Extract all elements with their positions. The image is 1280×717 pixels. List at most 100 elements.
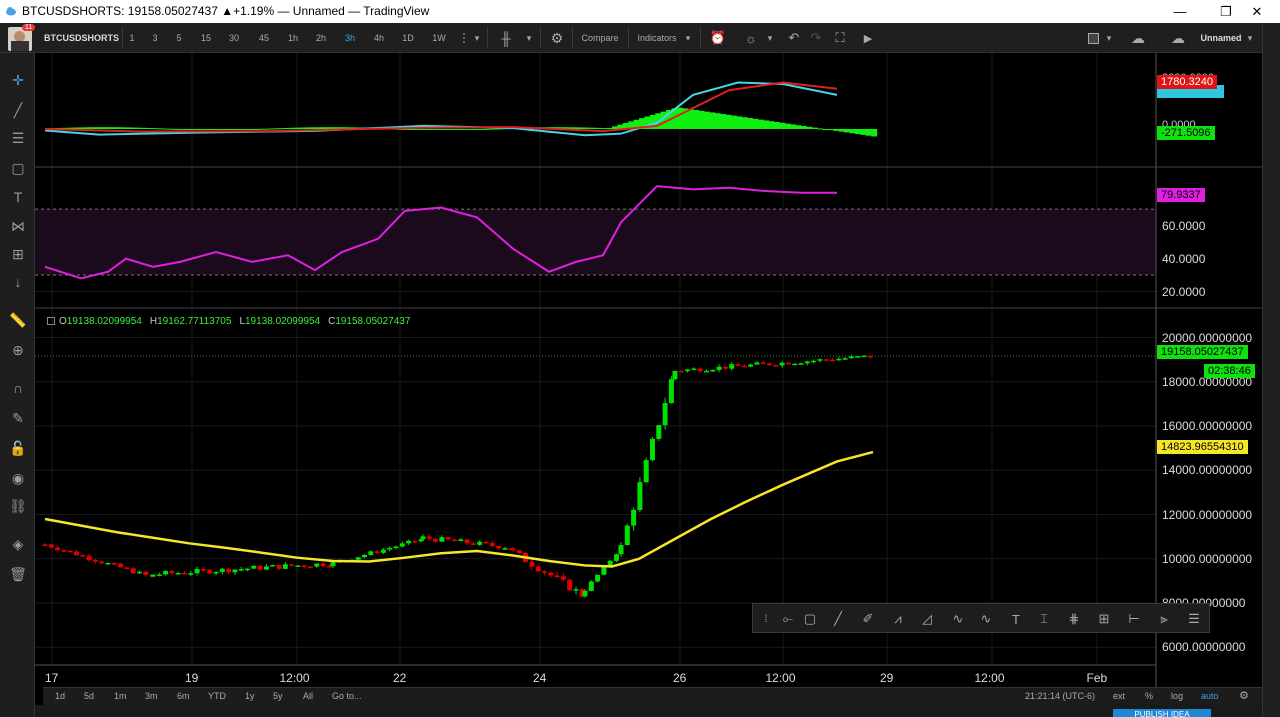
arrow-down-icon[interactable]: ↓	[14, 274, 22, 290]
settings-gear-icon[interactable]: ⚙	[550, 29, 564, 46]
interval-1[interactable]: 1	[129, 33, 135, 43]
lock-icon[interactable]: 🔓	[9, 439, 27, 456]
ext-hours-toggle[interactable]: ext	[1113, 691, 1126, 701]
candle-body	[716, 366, 722, 370]
range-all[interactable]: All	[303, 691, 314, 701]
range-1m[interactable]: 1m	[114, 691, 127, 701]
alert-icon[interactable]: ⏰	[709, 30, 727, 45]
layout-name-button[interactable]: Unnamed	[1200, 33, 1242, 43]
layers-icon[interactable]: ◈	[12, 535, 24, 552]
log-scale-toggle[interactable]: log	[1171, 691, 1184, 701]
eye-icon[interactable]: ◉	[11, 469, 25, 486]
fullscreen-icon[interactable]: ⛶	[835, 30, 845, 45]
macd-histogram-bar	[304, 127, 311, 129]
close-button[interactable]: ✕	[1251, 3, 1263, 19]
bulb-dropdown-icon[interactable]: ▾	[767, 32, 773, 43]
symbol-search-button[interactable]: BTCUSDSHORTS	[44, 33, 120, 43]
percent-scale-toggle[interactable]: %	[1145, 691, 1154, 701]
text-tool-icon[interactable]: T	[13, 189, 23, 205]
chart-canvas[interactable]	[35, 53, 1262, 687]
replay-play-icon[interactable]: ▶	[863, 32, 873, 45]
panel-text-icon[interactable]: T	[1012, 611, 1020, 627]
fib-icon[interactable]: ☰	[11, 129, 25, 146]
candle-body	[579, 589, 585, 597]
interval-1w[interactable]: 1W	[432, 33, 446, 43]
candles-style-icon[interactable]: ╫	[501, 30, 511, 46]
interval-45[interactable]: 45	[258, 33, 269, 43]
range-3m[interactable]: 3m	[145, 691, 158, 701]
zoom-icon[interactable]: ⊕	[12, 341, 24, 358]
auto-scale-toggle[interactable]: auto	[1201, 691, 1219, 701]
interval-30[interactable]: 30	[228, 33, 239, 43]
macd-histogram-bar	[433, 129, 440, 130]
chart-style-dropdown-icon[interactable]: ▾	[526, 32, 532, 43]
undo-icon[interactable]: ↶	[788, 30, 800, 45]
indicators-button[interactable]: Indicators	[637, 33, 677, 43]
interval-4h[interactable]: 4h	[373, 33, 384, 43]
panel-abcd-icon[interactable]: ⩘	[894, 611, 902, 626]
panel-brush-icon[interactable]: ✐	[862, 611, 874, 626]
macd-histogram-bar	[757, 119, 764, 129]
bulb-icon[interactable]: ☼	[745, 30, 757, 46]
pattern-icon[interactable]: ⋈	[11, 217, 25, 234]
cloud-save-icon[interactable]: ☁	[1171, 29, 1185, 46]
panel-date-range-icon[interactable]: ⊢	[1128, 611, 1140, 626]
magnet-icon[interactable]: ∩	[12, 380, 24, 396]
goto-date-button[interactable]: Go to...	[332, 691, 362, 701]
panel-grid-icon[interactable]: ⊞	[1098, 611, 1110, 626]
range-5y[interactable]: 5y	[273, 691, 283, 701]
ruler-icon[interactable]: 📏	[9, 311, 27, 328]
redo-icon[interactable]: ↷	[810, 30, 822, 45]
panel-wave-icon[interactable]: ∿	[952, 611, 964, 626]
range-1y[interactable]: 1y	[245, 691, 255, 701]
layout-dropdown-icon[interactable]: ▾	[1106, 32, 1112, 43]
panel-pitchfork-icon[interactable]: ⫸	[1160, 611, 1168, 626]
prediction-icon[interactable]: ⊞	[12, 245, 24, 262]
candle-body	[464, 539, 470, 544]
macd-histogram-bar	[676, 107, 683, 129]
panel-drag-handle-icon[interactable]: ⁞	[764, 613, 768, 625]
range-6m[interactable]: 6m	[177, 691, 190, 701]
panel-wave2-icon[interactable]: ∿	[980, 611, 992, 626]
interval-5[interactable]: 5	[176, 33, 182, 43]
more-intervals-icon[interactable]: ⋮	[458, 31, 470, 45]
layout-square-icon[interactable]	[1084, 27, 1102, 49]
macd-histogram-bar	[325, 127, 332, 129]
range-1d[interactable]: 1d	[55, 691, 66, 701]
macd-histogram-bar	[217, 129, 224, 130]
crosshair-icon[interactable]: ✛	[12, 71, 24, 88]
notification-badge: 11	[22, 24, 36, 31]
link-icon[interactable]: ⛓	[9, 497, 27, 514]
panel-lines-icon[interactable]: ☰	[1188, 611, 1200, 626]
rectangle-icon[interactable]: ▢	[11, 159, 25, 176]
minimize-button[interactable]: —	[1173, 4, 1187, 19]
pencil-lock-icon[interactable]: ✎	[12, 409, 24, 426]
panel-line-icon[interactable]: ╱	[834, 611, 842, 626]
interval-3[interactable]: 3	[152, 33, 158, 43]
price-axis-label: 20000.00000000	[1162, 330, 1253, 345]
panel-rectangle-icon[interactable]: ▢	[803, 611, 817, 626]
layout-name-dropdown-icon[interactable]: ▾	[1247, 32, 1253, 43]
range-5d[interactable]: 5d	[84, 691, 95, 701]
horizontal-ray-icon[interactable]: ⟜	[782, 611, 794, 626]
compare-button[interactable]: Compare	[581, 33, 619, 43]
interval-1h[interactable]: 1h	[287, 33, 298, 43]
interval-15[interactable]: 15	[200, 33, 211, 43]
cloud-load-icon[interactable]: ☁	[1131, 29, 1145, 46]
interval-1d[interactable]: 1D	[402, 33, 414, 43]
panel-fib-icon[interactable]: ⋕	[1068, 611, 1080, 626]
range-ytd[interactable]: YTD	[208, 691, 226, 701]
trash-icon[interactable]: 🗑	[9, 565, 27, 582]
interval-3h[interactable]: 3h	[344, 33, 355, 43]
trend-line-icon[interactable]: ╱	[13, 101, 23, 118]
restore-button[interactable]: ❐	[1220, 3, 1232, 19]
publish-idea-button[interactable]: PUBLISH IDEA	[1113, 709, 1211, 717]
panel-triangle-icon[interactable]: ◿	[922, 611, 932, 626]
indicators-dropdown-icon[interactable]: ▾	[685, 32, 691, 43]
chart-settings-gear-icon[interactable]: ⚙	[1239, 690, 1249, 702]
interval-dropdown-icon[interactable]: ▾	[474, 32, 480, 43]
panel-price-range-icon[interactable]: ⌶	[1040, 611, 1048, 626]
legend-handle-icon[interactable]	[47, 317, 55, 326]
avatar[interactable]: 11	[8, 24, 36, 51]
interval-2h[interactable]: 2h	[315, 33, 326, 43]
